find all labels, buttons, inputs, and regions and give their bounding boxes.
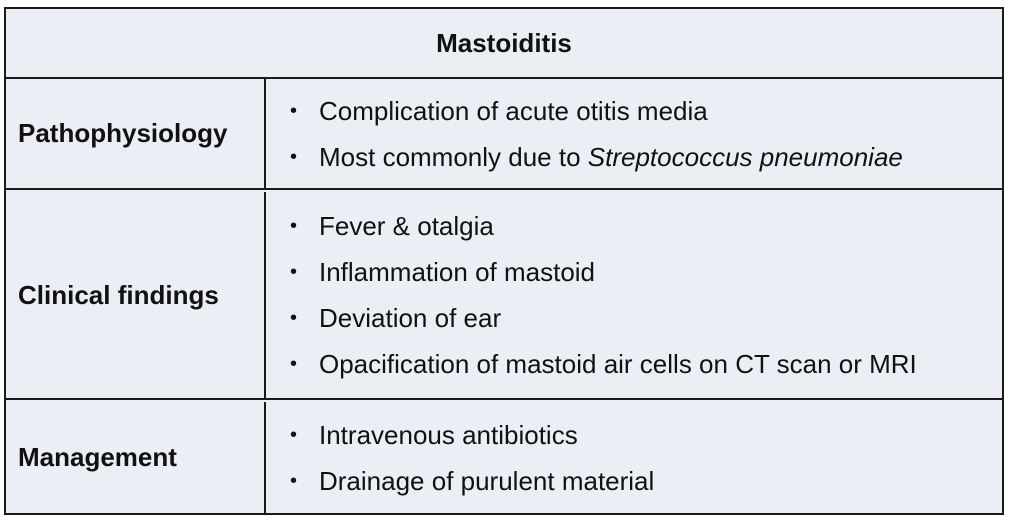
list-item-text: Inflammation of mastoid [319, 257, 596, 287]
list-item: • Fever & otalgia [286, 203, 1002, 249]
row-content-clinical-findings: • Fever & otalgia • Inflammation of mast… [266, 192, 1002, 398]
table-row-clinical-findings: Clinical findings • Fever & otalgia • In… [6, 192, 1002, 400]
row-content-management: • Intravenous antibiotics • Drainage of … [266, 402, 1002, 513]
list-item: • Opacification of mastoid air cells on … [286, 341, 1002, 387]
list-item: • Inflammation of mastoid [286, 249, 1002, 295]
bullet-list: • Intravenous antibiotics • Drainage of … [286, 412, 1002, 504]
bullet-icon: • [290, 145, 298, 168]
list-item-text: Opacification of mastoid air cells on CT… [319, 349, 917, 379]
mastoiditis-table: Mastoiditis Pathophysiology • Complicati… [4, 7, 1004, 515]
row-content-pathophysiology: • Complication of acute otitis media • M… [266, 79, 1002, 188]
list-item: • Deviation of ear [286, 295, 1002, 341]
bullet-icon: • [290, 469, 298, 492]
list-item-text: Deviation of ear [319, 303, 502, 333]
list-item-text: Drainage of purulent material [319, 465, 655, 496]
bullet-icon: • [290, 261, 298, 283]
bullet-icon: • [290, 353, 298, 375]
list-item: • Most commonly due to Streptococcus pne… [286, 134, 1002, 180]
list-item-text: Most commonly due to [319, 141, 588, 172]
list-item-text: Fever & otalgia [319, 211, 494, 241]
table-row-management: Management • Intravenous antibiotics • D… [6, 402, 1002, 513]
row-label-clinical-findings: Clinical findings [6, 192, 266, 398]
list-item: • Intravenous antibiotics [286, 412, 1002, 458]
table-title: Mastoiditis [6, 9, 1002, 79]
bullet-list: • Complication of acute otitis media • M… [286, 88, 1002, 180]
bullet-icon: • [290, 307, 298, 329]
list-item-text: Intravenous antibiotics [319, 419, 578, 450]
list-item-text: Complication of acute otitis media [319, 95, 708, 126]
bullet-icon: • [290, 423, 298, 446]
table-row-pathophysiology: Pathophysiology • Complication of acute … [6, 79, 1002, 190]
bullet-icon: • [290, 99, 298, 122]
organism-name: Streptococcus pneumoniae [587, 141, 903, 172]
bullet-icon: • [290, 215, 298, 237]
row-label-management: Management [6, 402, 266, 513]
bullet-list: • Fever & otalgia • Inflammation of mast… [286, 203, 1002, 387]
list-item: • Drainage of purulent material [286, 458, 1002, 504]
row-label-pathophysiology: Pathophysiology [6, 79, 266, 188]
list-item: • Complication of acute otitis media [286, 88, 1002, 134]
